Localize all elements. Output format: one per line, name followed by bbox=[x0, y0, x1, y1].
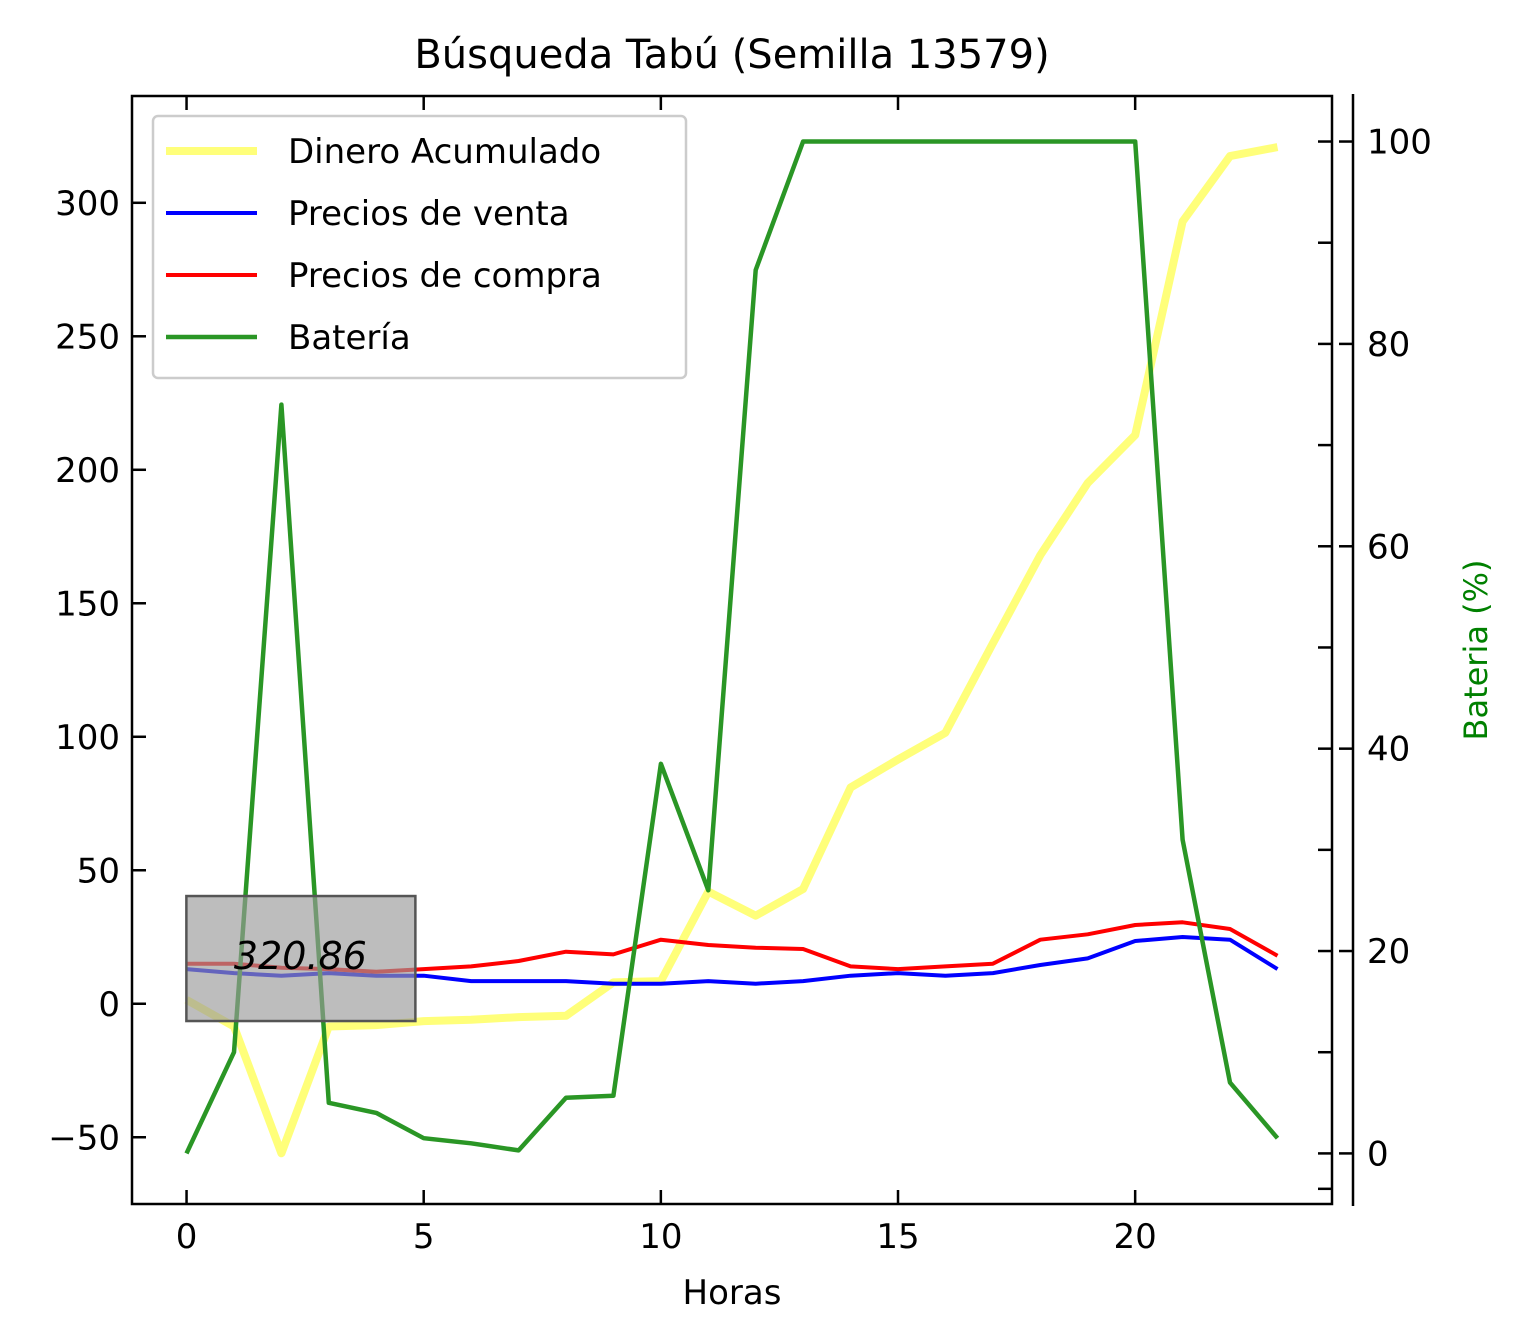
y-tick-label: 100 bbox=[55, 718, 120, 758]
series-line-bater-a bbox=[184, 139, 1280, 1155]
plot-area: −50 0 50 100 150 200 250 300 0 5 10 15 20 320.86 bbox=[48, 94, 1334, 1257]
annotation-box bbox=[185, 894, 417, 1023]
y2-tick-label: 40 bbox=[1367, 730, 1410, 770]
legend-label: Dinero Acumulado bbox=[288, 132, 601, 172]
chart-title: Búsqueda Tabú (Semilla 13579) bbox=[414, 32, 1049, 78]
y-tick-label: 150 bbox=[55, 584, 120, 624]
x-tick-label: 15 bbox=[876, 1217, 919, 1257]
legend: Dinero Acumulado Precios de venta Precios … bbox=[151, 114, 688, 380]
x-tick-label: 10 bbox=[639, 1217, 682, 1257]
top-axis-ticks bbox=[185, 96, 1332, 1191]
annotation-text: 320.86 bbox=[234, 934, 367, 978]
legend-label: Batería bbox=[288, 318, 411, 358]
y2-tick-label: 100 bbox=[1367, 123, 1432, 163]
legend-label: Precios de compra bbox=[288, 256, 602, 296]
plot-frame bbox=[130, 94, 1334, 1206]
y-tick-label: 300 bbox=[55, 184, 120, 224]
legend-box bbox=[151, 114, 688, 380]
bottom-axis-ticks: 0 5 10 15 20 bbox=[176, 1190, 1157, 1257]
y2-tick-label: 0 bbox=[1367, 1134, 1389, 1174]
y2-axis-label: Bateria (%) bbox=[1457, 560, 1495, 741]
series-line-dinero-acumulado bbox=[184, 143, 1279, 1158]
y2-tick-label: 60 bbox=[1367, 527, 1410, 567]
y2-tick-label: 20 bbox=[1367, 932, 1410, 972]
x-tick-label: 5 bbox=[413, 1217, 435, 1257]
x-tick-label: 20 bbox=[1114, 1217, 1157, 1257]
y-tick-label: 250 bbox=[55, 317, 120, 357]
legend-label: Precios de venta bbox=[288, 194, 570, 234]
y2-tick-label: 80 bbox=[1367, 325, 1410, 365]
right-axis-ticks: 0 20 40 60 80 100 bbox=[1339, 123, 1432, 1174]
x-axis-label: Horas bbox=[683, 1273, 782, 1313]
y-tick-label: −50 bbox=[48, 1118, 120, 1158]
annotation: 320.86 bbox=[185, 894, 417, 1023]
y-tick-label: 200 bbox=[55, 451, 120, 491]
x-tick-label: 0 bbox=[176, 1217, 198, 1257]
y-tick-label: 50 bbox=[77, 851, 120, 891]
left-axis-ticks: −50 0 50 100 150 200 250 300 bbox=[48, 184, 146, 1158]
y-tick-label: 0 bbox=[98, 985, 120, 1025]
